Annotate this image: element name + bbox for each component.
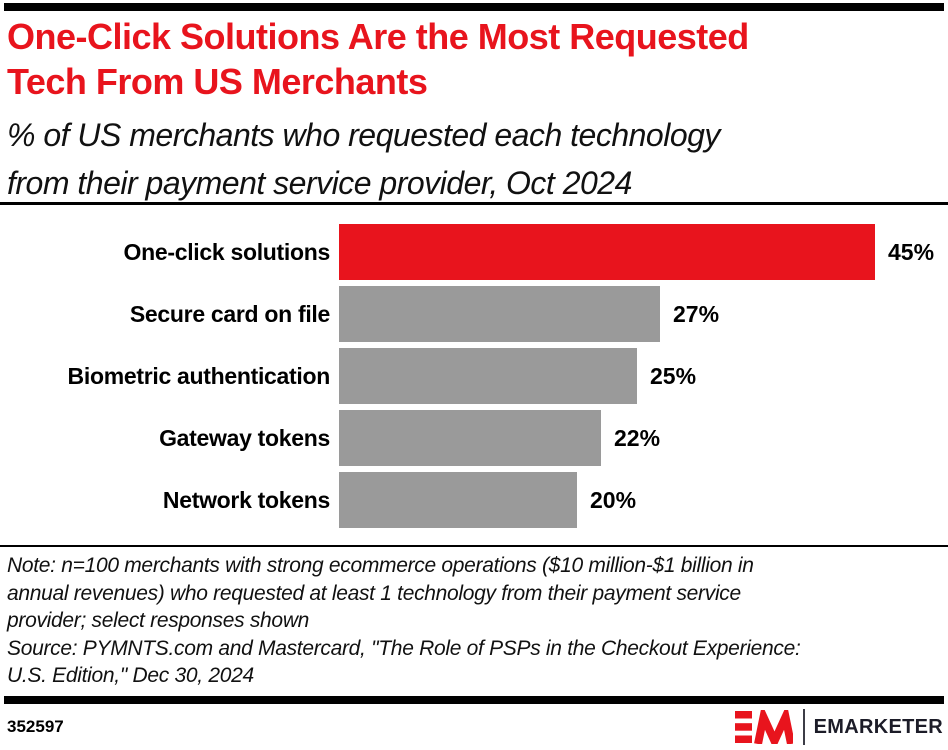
bar-track: 45%	[339, 224, 948, 280]
note-source-block: Note: n=100 merchants with strong ecomme…	[7, 552, 801, 690]
chart-subtitle: % of US merchants who requested each tec…	[7, 111, 941, 207]
bar	[339, 224, 875, 280]
note-line: provider; select responses shown	[7, 609, 310, 632]
title-line-1: One-Click Solutions Are the Most Request…	[7, 16, 749, 57]
bar-row: One-click solutions 45%	[0, 224, 948, 280]
em-logo-icon	[734, 710, 793, 744]
bar	[339, 286, 660, 342]
top-divider-bar	[4, 3, 944, 11]
chart-header: One-Click Solutions Are the Most Request…	[7, 14, 941, 207]
bar	[339, 472, 577, 528]
note-line: annual revenues) who requested at least …	[7, 581, 741, 605]
bar-track: 27%	[339, 286, 948, 342]
logo-divider	[802, 709, 805, 745]
bar-chart: One-click solutions 45% Secure card on f…	[0, 224, 948, 534]
subtitle-line-2: from their payment service provider, Oct…	[7, 165, 632, 201]
category-label: Biometric authentication	[67, 362, 331, 389]
category-label: Gateway tokens	[159, 424, 330, 451]
chart-divider-line	[0, 545, 948, 547]
title-line-2: Tech From US Merchants	[7, 61, 428, 102]
source-line: Source: PYMNTS.com and Mastercard, "The …	[7, 636, 801, 660]
bar-row: Biometric authentication 25%	[0, 348, 948, 404]
emarketer-logo: EMARKETER	[734, 709, 943, 745]
chart-id: 352597	[7, 717, 64, 736]
page-title: One-Click Solutions Are the Most Request…	[7, 14, 941, 104]
value-label: 25%	[650, 362, 697, 389]
value-label: 22%	[614, 424, 661, 451]
subtitle-line-1: % of US merchants who requested each tec…	[7, 117, 720, 153]
category-label: One-click solutions	[123, 238, 331, 265]
source-line: U.S. Edition," Dec 30, 2024	[7, 664, 254, 687]
value-label: 45%	[888, 238, 935, 265]
category-label: Network tokens	[162, 486, 330, 513]
bar-row: Gateway tokens 22%	[0, 410, 948, 466]
header-divider-line	[0, 202, 948, 205]
bar-row: Network tokens 20%	[0, 472, 948, 528]
bar-track: 22%	[339, 410, 948, 466]
bar	[339, 348, 637, 404]
bar	[339, 410, 601, 466]
bottom-divider-bar	[4, 696, 944, 704]
category-label: Secure card on file	[129, 300, 330, 327]
bar-row: Secure card on file 27%	[0, 286, 948, 342]
note-line: Note: n=100 merchants with strong ecomme…	[7, 554, 754, 577]
value-label: 20%	[590, 486, 637, 513]
bar-track: 20%	[339, 472, 948, 528]
value-label: 27%	[673, 300, 720, 327]
bar-track: 25%	[339, 348, 948, 404]
brand-wordmark: EMARKETER	[813, 715, 943, 738]
footer: 352597 EMARKETER	[7, 706, 943, 748]
